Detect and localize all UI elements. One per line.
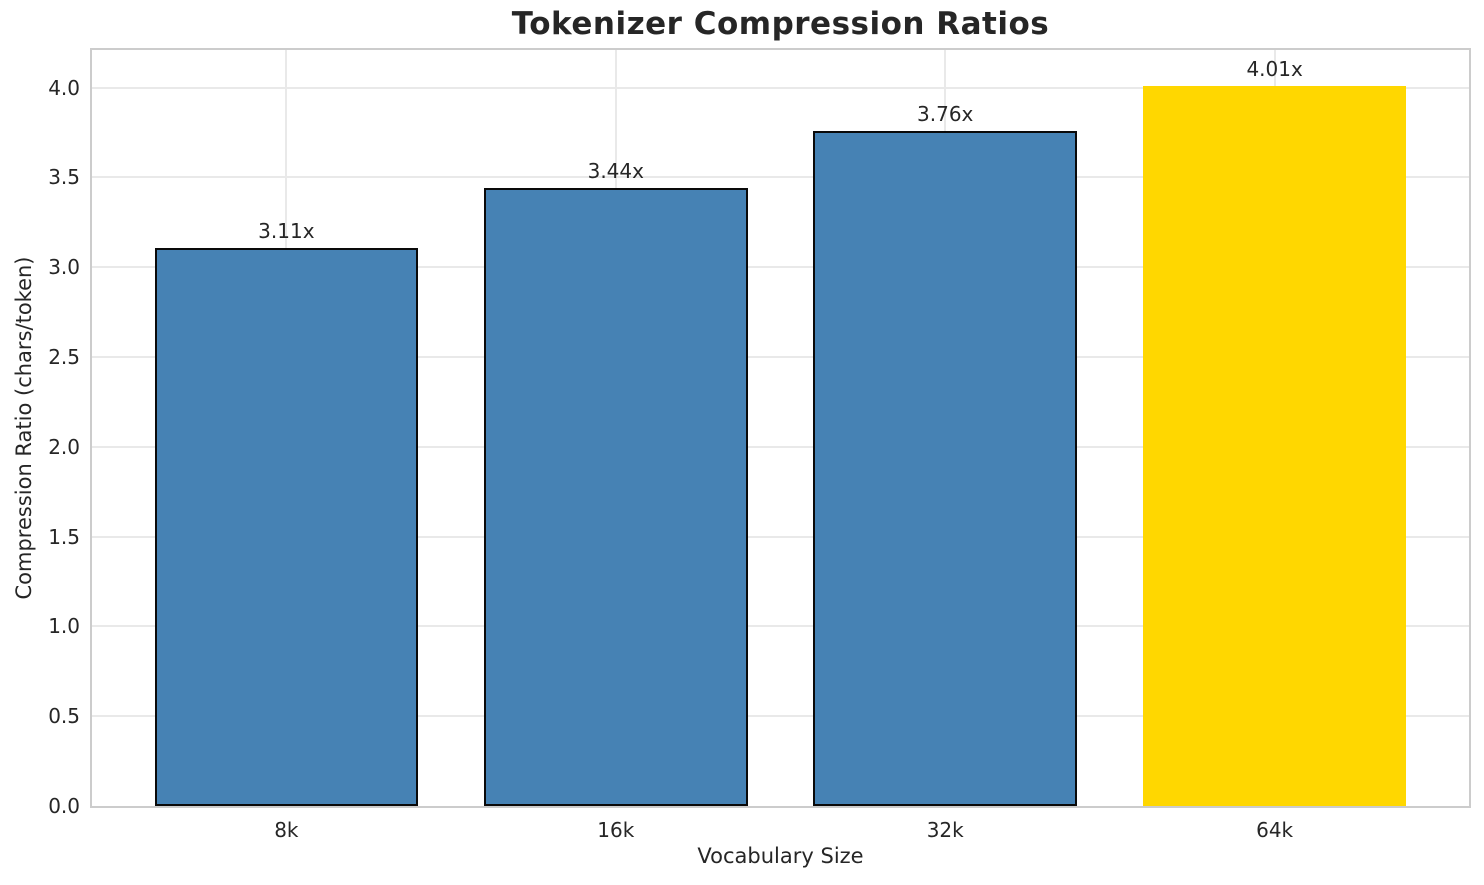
gridline-h	[92, 625, 1469, 628]
gridline-h	[92, 176, 1469, 179]
chart-title: Tokenizer Compression Ratios	[511, 6, 1050, 42]
gridline-h	[92, 535, 1469, 538]
bar-value-label: 3.44x	[587, 159, 644, 184]
bar-value-label: 3.11x	[258, 218, 315, 243]
x-tick-label: 16k	[597, 818, 635, 842]
y-axis-label: Compression Ratio (chars/token)	[12, 256, 36, 600]
gridline-h	[92, 266, 1469, 269]
bar-16k	[484, 188, 748, 806]
y-tick-label: 2.0	[48, 434, 80, 459]
y-tick-label: 4.0	[48, 75, 80, 100]
y-tick-label: 3.5	[48, 165, 80, 190]
x-tick-label: 64k	[1256, 818, 1294, 842]
y-tick-label: 1.0	[48, 614, 80, 639]
x-axis-label: Vocabulary Size	[697, 844, 864, 868]
y-tick-label: 0.0	[48, 794, 80, 818]
bar-32k	[813, 130, 1077, 806]
gridline-h	[92, 356, 1469, 359]
y-tick-label: 2.5	[48, 345, 80, 370]
bar-value-label: 4.01x	[1246, 56, 1303, 81]
gridline-h	[92, 715, 1469, 718]
y-tick-label: 3.0	[48, 255, 80, 280]
gridline-h	[92, 86, 1469, 89]
gridline-h	[92, 445, 1469, 448]
bar-value-label: 3.76x	[917, 101, 974, 126]
y-tick-label: 0.5	[48, 704, 80, 729]
bar-64k	[1142, 85, 1407, 806]
bar-8k	[154, 247, 419, 806]
x-tick-label: 32k	[926, 818, 964, 842]
y-tick-label: 1.5	[48, 524, 80, 549]
x-tick-label: 8k	[274, 818, 299, 842]
plot-area: 3.11x 3.44x 3.76x 4.01x	[90, 48, 1471, 808]
